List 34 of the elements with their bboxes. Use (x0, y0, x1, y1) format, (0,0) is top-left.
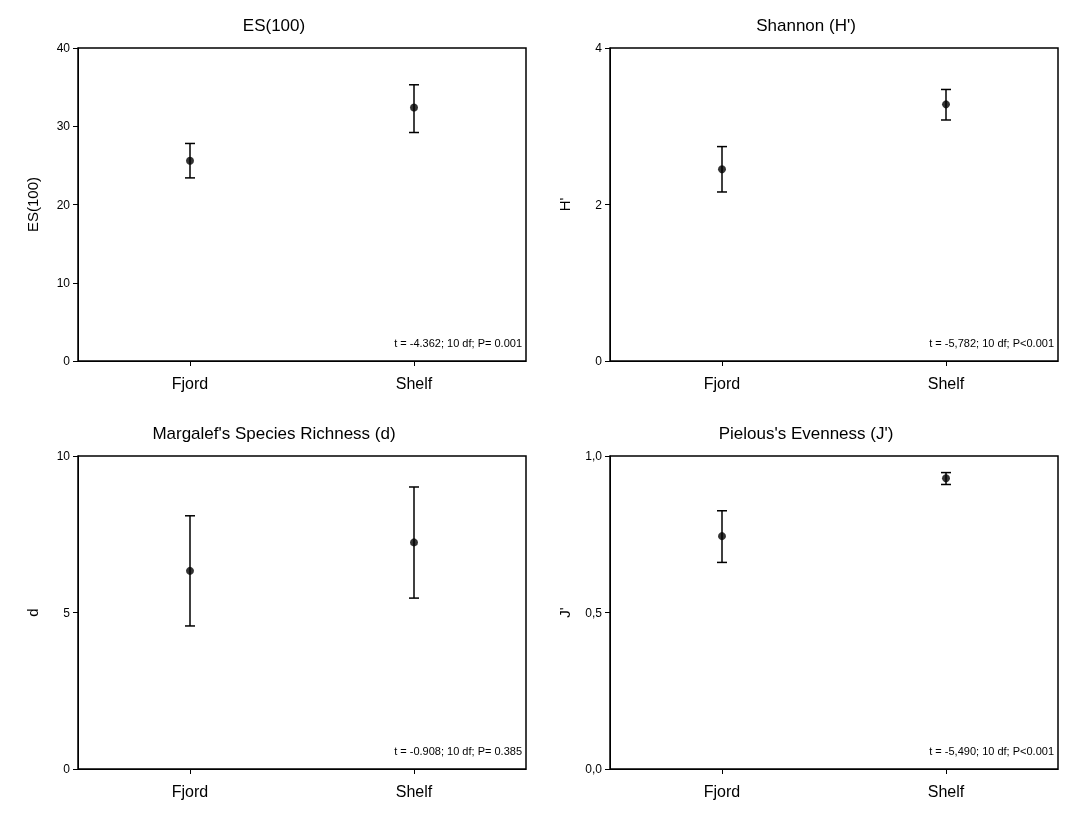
x-tick-label: Fjord (171, 374, 209, 392)
y-tick-label: 30 (56, 119, 71, 134)
y-tick-label: 0 (63, 354, 71, 368)
x-tick-label: Shelf (395, 374, 433, 392)
annotation: t = -5,782; 10 df; P<0.001 (929, 336, 1055, 349)
y-tick-label: 0,0 (585, 762, 603, 776)
annotation: t = -4.362; 10 df; P= 0.001 (394, 336, 523, 349)
y-tick-label: 40 (56, 41, 71, 55)
y-tick-label: 5 (63, 605, 71, 620)
chart-title: Pielous's Evenness (J') (718, 424, 894, 443)
annotation: t = -0.908; 10 df; P= 0.385 (394, 744, 523, 757)
chart-title: ES(100) (242, 16, 306, 35)
x-tick-label: Fjord (703, 374, 741, 392)
chart-title: Margalef's Species Richness (d) (152, 424, 396, 443)
annotation: t = -5,490; 10 df; P<0.001 (929, 744, 1055, 757)
x-tick-label: Fjord (703, 782, 741, 800)
y-tick-label: 1,0 (585, 449, 603, 463)
y-axis-title: H' (556, 197, 573, 212)
y-axis-title: J' (556, 607, 573, 618)
chart-title: Shannon (H') (756, 16, 856, 35)
y-tick-label: 20 (56, 197, 71, 212)
y-tick-label: 0 (63, 762, 71, 776)
y-axis-title: d (24, 608, 41, 617)
x-tick-label: Shelf (395, 782, 433, 800)
y-axis-title: ES(100) (24, 176, 41, 233)
y-tick-label: 0 (595, 354, 603, 368)
y-tick-label: 4 (595, 41, 603, 55)
x-tick-label: Fjord (171, 782, 209, 800)
y-tick-label: 2 (595, 197, 603, 212)
y-tick-label: 10 (56, 449, 71, 463)
x-tick-label: Shelf (927, 374, 965, 392)
x-tick-label: Shelf (927, 782, 965, 800)
y-tick-label: 10 (56, 275, 71, 290)
y-tick-label: 0,5 (585, 605, 603, 620)
